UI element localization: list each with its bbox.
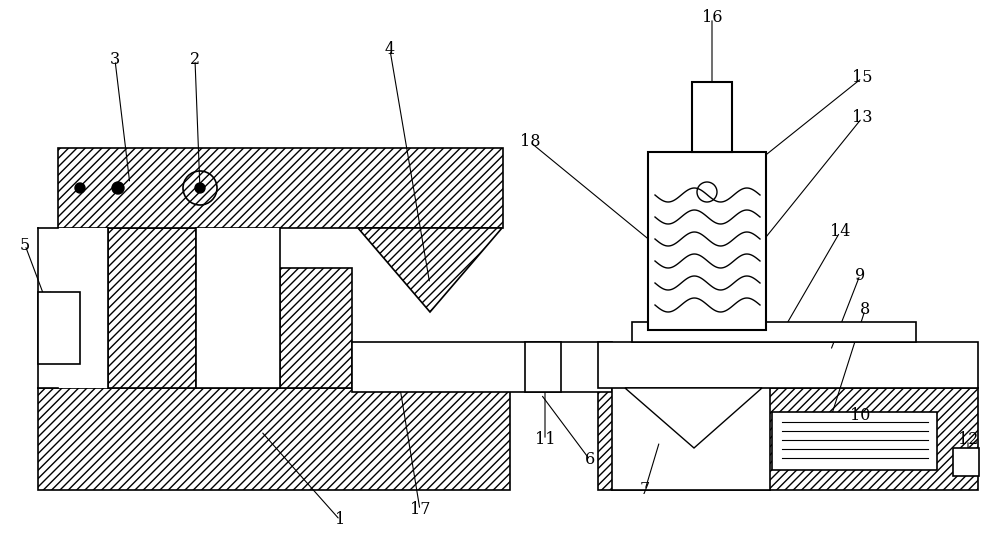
Text: 14: 14 [830, 223, 850, 240]
Text: 2: 2 [190, 52, 200, 69]
Circle shape [195, 183, 205, 193]
Circle shape [112, 182, 124, 194]
Bar [352, 342, 612, 392]
Bar [196, 228, 280, 388]
Text: 12: 12 [958, 432, 978, 449]
Text: 17: 17 [410, 501, 430, 518]
Text: 1: 1 [335, 512, 345, 529]
Polygon shape [625, 388, 762, 448]
Text: 16: 16 [702, 9, 722, 26]
Text: 9: 9 [855, 266, 865, 283]
Bar [598, 388, 978, 490]
Text: 13: 13 [852, 109, 872, 126]
Text: 3: 3 [110, 52, 120, 69]
Text: 8: 8 [860, 301, 870, 318]
Text: 18: 18 [520, 133, 540, 150]
Bar [38, 388, 510, 490]
Text: 11: 11 [535, 432, 555, 449]
Text: 5: 5 [20, 237, 30, 254]
Text: 10: 10 [850, 406, 870, 423]
Bar [772, 412, 937, 470]
Bar [953, 448, 979, 476]
Bar [632, 322, 916, 342]
Bar [280, 268, 352, 388]
Bar [598, 342, 978, 388]
Bar [612, 388, 770, 490]
Polygon shape [358, 228, 502, 312]
Bar [38, 228, 108, 388]
Text: 7: 7 [640, 481, 650, 498]
Bar [525, 342, 561, 392]
Bar [692, 82, 732, 152]
Bar [108, 228, 196, 388]
Circle shape [75, 183, 85, 193]
Text: 4: 4 [385, 42, 395, 59]
Text: 6: 6 [585, 451, 595, 468]
Text: 15: 15 [852, 70, 872, 87]
Bar [648, 152, 766, 330]
Bar [38, 292, 80, 364]
Bar [58, 148, 503, 228]
